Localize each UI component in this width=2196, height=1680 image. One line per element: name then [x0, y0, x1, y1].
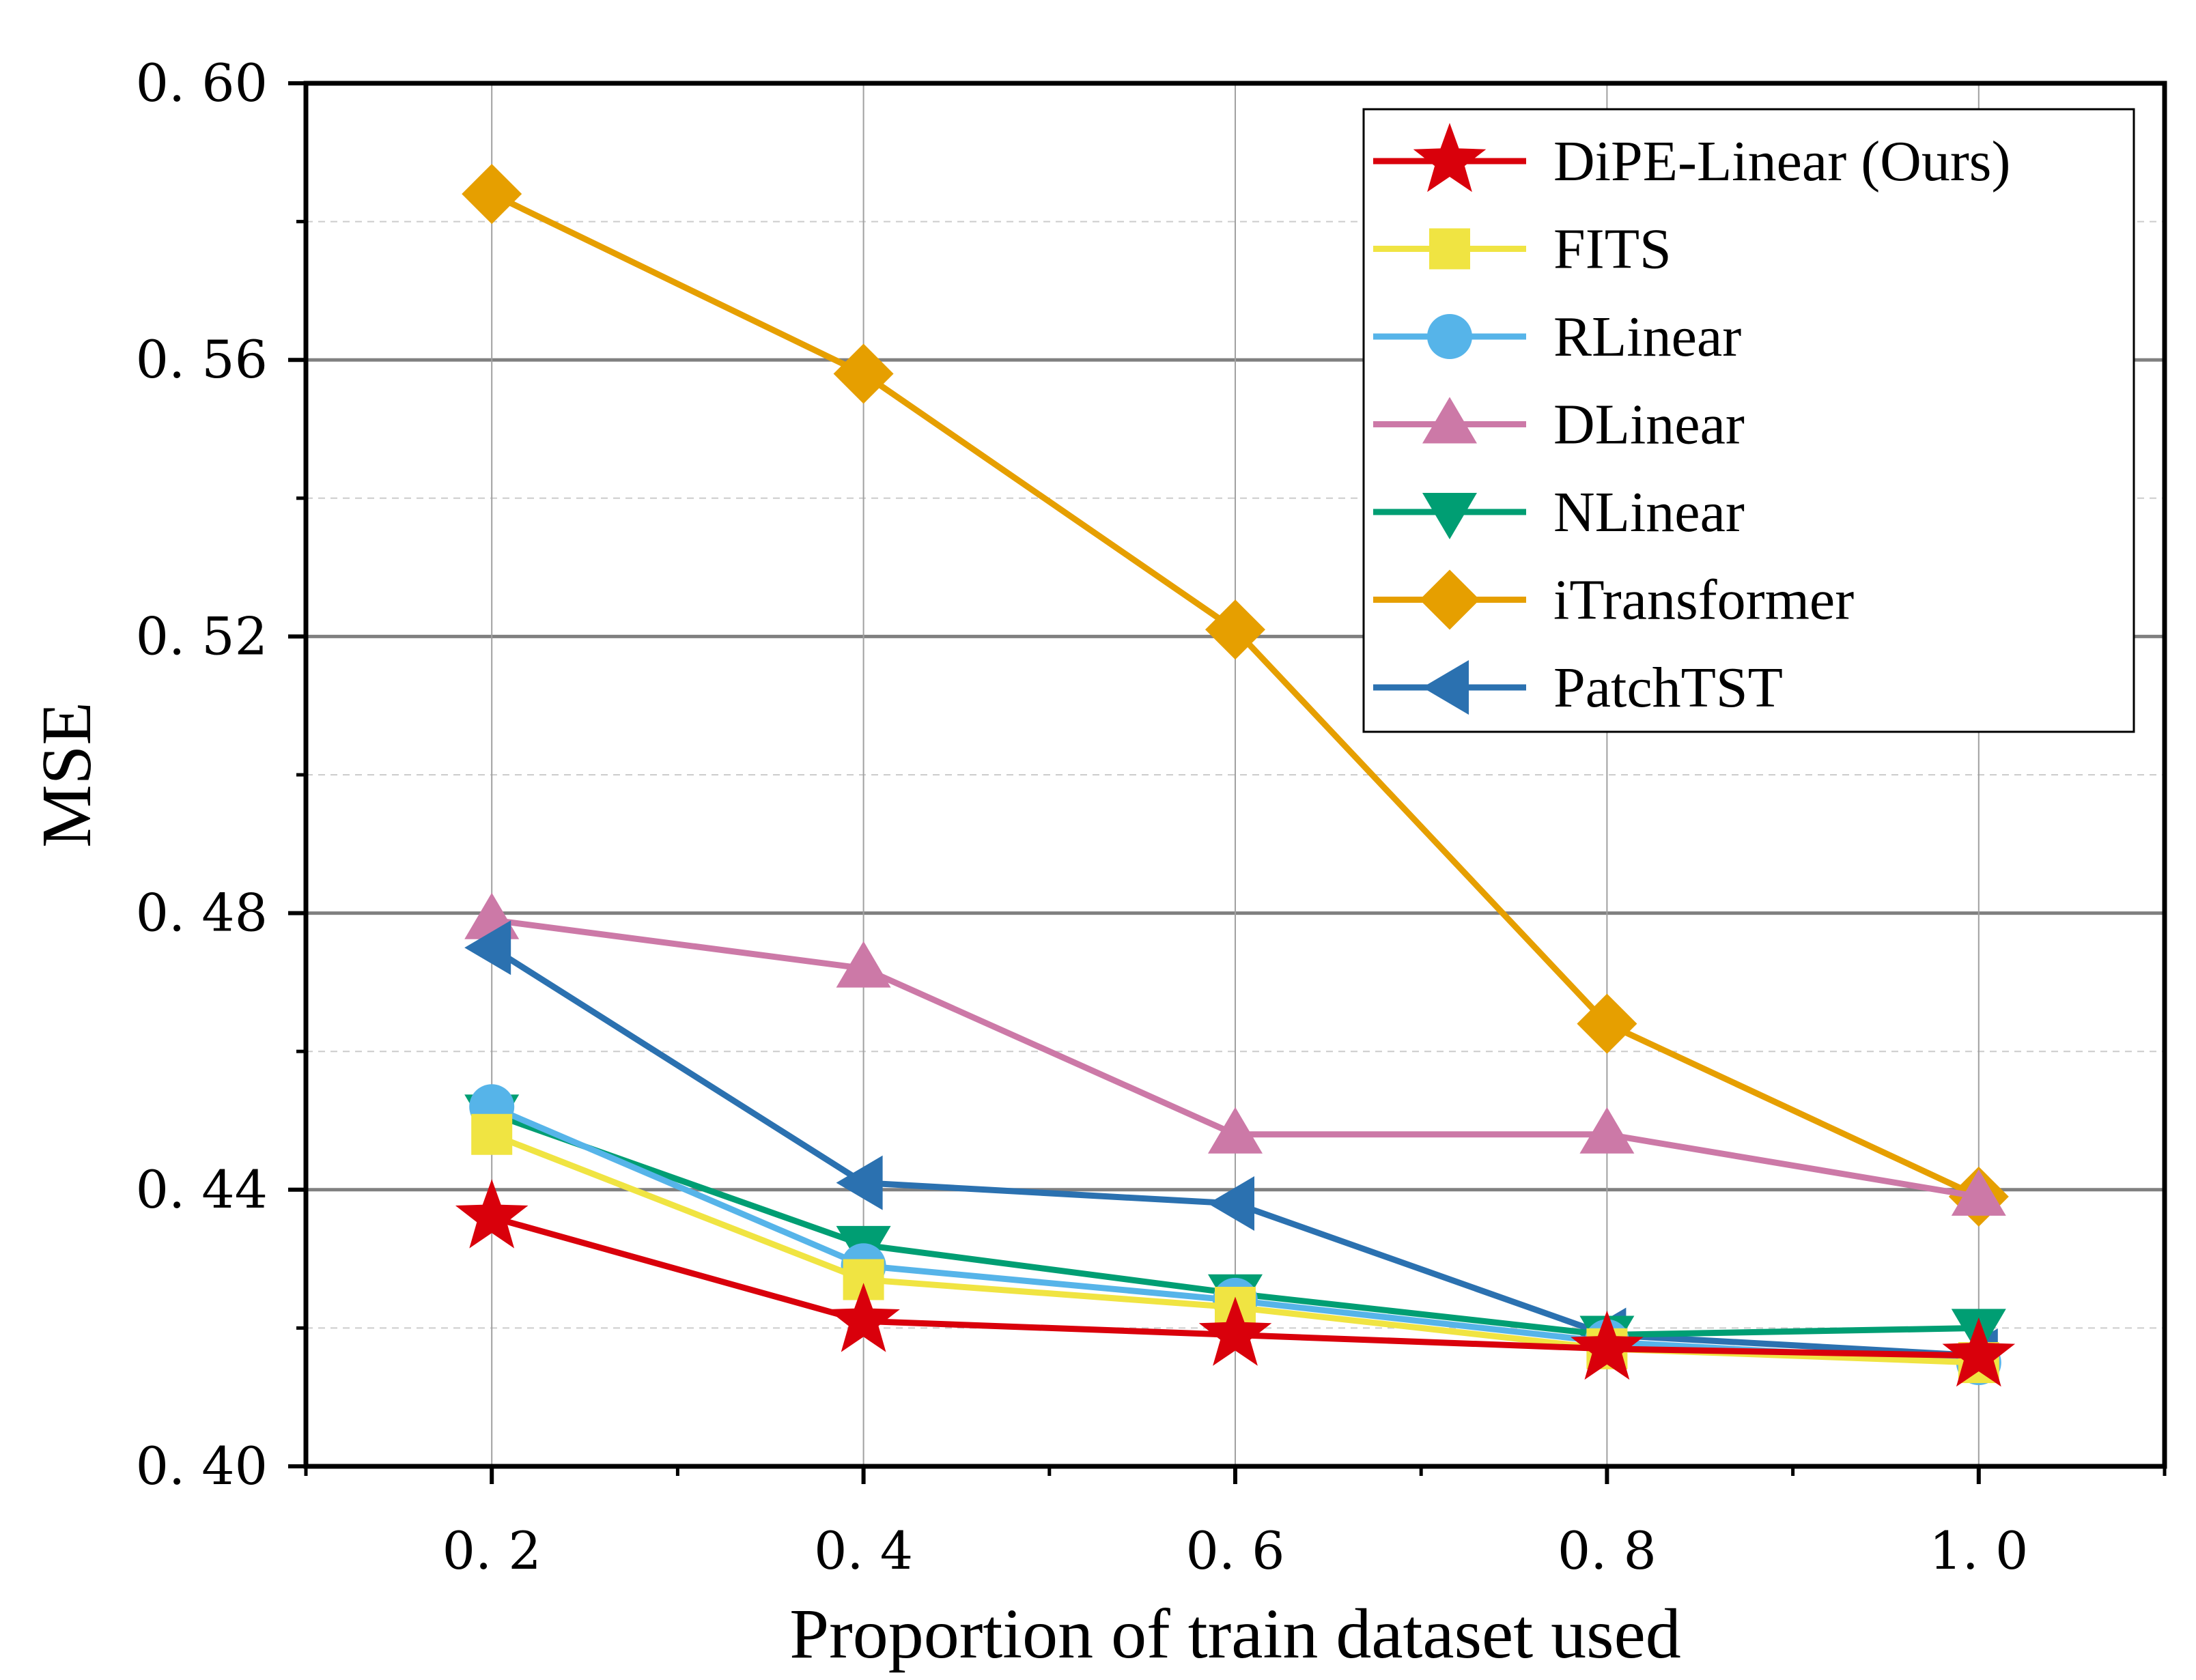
- data-point: [833, 343, 894, 404]
- data-point: [1198, 1296, 1272, 1366]
- series-layer: [455, 164, 2016, 1387]
- legend-entry: DLinear: [1373, 393, 1745, 457]
- legend-entry: DiPE-Linear (Ours): [1373, 123, 2010, 193]
- legend-label: NLinear: [1553, 481, 1745, 544]
- legend-entry: NLinear: [1373, 481, 1745, 544]
- data-point: [471, 1113, 513, 1155]
- data-point: [1205, 599, 1265, 660]
- legend-marker: [1427, 314, 1472, 359]
- data-point: [1951, 1169, 2006, 1216]
- x-axis: 0. 2 0. 4 0. 6 0. 8 1. 0: [304, 1466, 2167, 1581]
- legend-marker: [1422, 660, 1469, 715]
- legend-label: DiPE-Linear (Ours): [1553, 130, 2010, 193]
- legend-label: RLinear: [1553, 305, 1741, 369]
- data-point: [1942, 1317, 2016, 1387]
- legend-label: PatchTST: [1553, 656, 1783, 720]
- y-tick-label: 0. 48: [136, 883, 268, 943]
- y-axis-title: MSE: [27, 702, 106, 848]
- y-tick-label: 0. 56: [136, 329, 268, 390]
- x-tick-label: 0. 6: [1185, 1520, 1284, 1581]
- data-point: [836, 1155, 883, 1210]
- x-tick-label: 1. 0: [1929, 1520, 2028, 1581]
- x-tick-label: 0. 8: [1558, 1520, 1657, 1581]
- data-point: [1208, 1176, 1254, 1231]
- legend-entry: FITS: [1373, 218, 1672, 281]
- y-tick-label: 0. 60: [136, 53, 268, 113]
- x-axis-title: Proportion of train dataset used: [789, 1595, 1680, 1673]
- legend-marker: [1420, 569, 1480, 630]
- data-point: [836, 941, 891, 988]
- data-point: [1571, 1310, 1644, 1380]
- data-point: [1579, 1107, 1635, 1154]
- data-point: [464, 920, 511, 976]
- y-tick-label: 0. 52: [136, 606, 268, 666]
- legend-label: iTransformer: [1553, 569, 1854, 632]
- x-tick-label: 0. 4: [814, 1520, 913, 1581]
- data-point: [1577, 993, 1637, 1054]
- legend-marker: [1413, 123, 1487, 193]
- data-point: [462, 164, 522, 225]
- legend-entry: PatchTST: [1373, 656, 1783, 720]
- legend-box: [1362, 108, 2135, 733]
- legend-marker: [1422, 493, 1477, 539]
- legend-label: FITS: [1553, 218, 1672, 281]
- y-axis: 0. 40 0. 44 0. 48 0. 52 0. 56 0. 60: [136, 53, 306, 1496]
- legend-entry: RLinear: [1373, 305, 1741, 369]
- legend-entry: iTransformer: [1373, 569, 1854, 632]
- y-tick-label: 0. 40: [136, 1436, 268, 1496]
- y-tick-label: 0. 44: [136, 1159, 268, 1220]
- data-point: [827, 1283, 900, 1352]
- legend-marker: [1422, 397, 1477, 444]
- legend-label: DLinear: [1553, 393, 1745, 457]
- x-tick-label: 0. 2: [442, 1520, 541, 1581]
- data-point: [455, 1179, 529, 1249]
- legend: DiPE-Linear (Ours) FITS RLinear DLinear NLin…: [1362, 108, 2135, 733]
- series-dipe-linear-ours: [455, 1179, 2016, 1387]
- data-point: [1208, 1107, 1263, 1154]
- legend-marker: [1429, 228, 1470, 270]
